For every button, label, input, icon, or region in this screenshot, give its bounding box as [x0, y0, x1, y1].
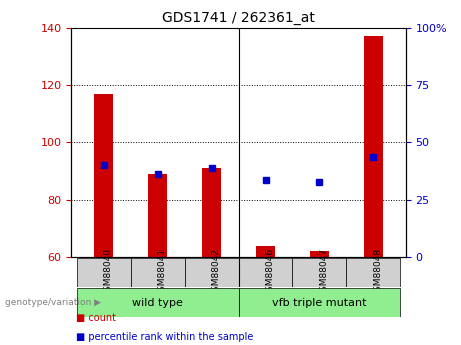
Bar [131, 258, 185, 287]
Text: ■ count: ■ count [76, 313, 116, 323]
Bar [95, 93, 113, 257]
Text: vfb triple mutant: vfb triple mutant [272, 298, 366, 308]
Text: GSM88047: GSM88047 [319, 248, 328, 297]
Text: GSM88041: GSM88041 [158, 248, 167, 297]
Bar [148, 174, 167, 257]
Bar [364, 36, 383, 257]
Bar [310, 251, 329, 257]
Bar [202, 168, 221, 257]
Text: GSM88042: GSM88042 [212, 248, 221, 297]
Text: wild type: wild type [132, 298, 183, 308]
Title: GDS1741 / 262361_at: GDS1741 / 262361_at [162, 11, 315, 25]
Bar [346, 258, 400, 287]
Text: ■ percentile rank within the sample: ■ percentile rank within the sample [76, 332, 254, 342]
Text: GSM88048: GSM88048 [373, 248, 382, 297]
Bar [77, 258, 131, 287]
Text: genotype/variation ▶: genotype/variation ▶ [5, 298, 100, 307]
Bar [256, 246, 275, 257]
Bar [77, 288, 239, 317]
Bar [292, 258, 346, 287]
Text: GSM88040: GSM88040 [104, 248, 113, 297]
Bar [185, 258, 239, 287]
Bar [239, 288, 400, 317]
Text: GSM88046: GSM88046 [266, 248, 274, 297]
Bar [239, 258, 292, 287]
